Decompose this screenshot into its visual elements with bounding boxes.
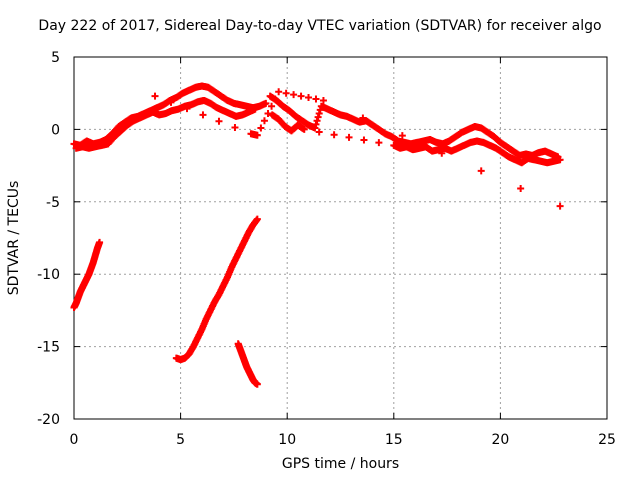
data-point	[253, 215, 261, 223]
x-tick-label: 15	[385, 432, 403, 448]
x-tick-label: 25	[598, 432, 616, 448]
x-tick-label: 5	[176, 432, 185, 448]
data-point	[517, 185, 525, 193]
y-tick-label: 5	[51, 50, 60, 66]
y-tick-label: -20	[37, 412, 60, 428]
grid	[74, 57, 607, 419]
data-point	[257, 124, 265, 132]
data-point	[300, 125, 308, 133]
y-tick-label: -10	[37, 267, 60, 283]
x-tick-label: 0	[70, 432, 79, 448]
series-track-3	[234, 340, 261, 388]
series-track-1	[70, 238, 104, 312]
data-point	[231, 123, 239, 131]
data-point	[297, 92, 305, 100]
data-point	[262, 99, 270, 107]
data-point	[199, 111, 207, 119]
data-point	[151, 92, 159, 100]
data-point	[271, 95, 279, 103]
data-point	[305, 94, 313, 102]
data-point	[312, 95, 320, 103]
y-tick-label: 0	[51, 122, 60, 138]
data-point	[345, 133, 353, 141]
series-main-band-mid-lower	[268, 111, 564, 167]
data-points	[70, 82, 564, 388]
y-axis-label: SDTVAR / TECUs	[6, 180, 22, 296]
data-point	[312, 120, 320, 128]
data-point	[183, 105, 191, 113]
data-point	[253, 380, 261, 388]
data-point	[314, 113, 322, 121]
data-point	[359, 114, 367, 122]
data-point	[268, 102, 276, 110]
series-outliers	[151, 88, 564, 210]
data-point	[375, 139, 383, 147]
data-point	[330, 131, 338, 139]
x-axis-label: GPS time / hours	[281, 456, 400, 472]
y-tick-label: -5	[46, 195, 60, 211]
data-point	[260, 117, 268, 125]
tick-labels: 0 5 10 15 20 25 5 0 -5 -10 -15 -20	[37, 50, 616, 448]
plot-frame	[73, 56, 608, 420]
data-point	[398, 132, 406, 140]
y-tick-label: -15	[37, 340, 60, 356]
data-point	[313, 117, 321, 125]
data-point	[360, 136, 368, 144]
data-point	[253, 131, 261, 139]
data-point	[275, 88, 283, 96]
data-point	[251, 105, 259, 113]
axis-ticks	[73, 56, 608, 420]
chart-title: Day 222 of 2017, Sidereal Day-to-day VTE…	[38, 18, 602, 34]
series-main-band-lower	[72, 96, 259, 152]
data-point	[96, 238, 104, 246]
data-point	[319, 96, 327, 104]
data-point	[290, 91, 298, 99]
data-point	[264, 109, 272, 117]
data-point	[215, 117, 223, 125]
data-point	[438, 149, 446, 157]
data-point	[556, 156, 564, 164]
data-point	[315, 128, 323, 136]
x-tick-label: 10	[278, 432, 296, 448]
data-point	[315, 109, 323, 117]
data-point	[477, 167, 485, 175]
series-track-2	[172, 215, 261, 364]
data-point	[311, 124, 319, 132]
data-point	[556, 202, 564, 210]
data-point	[282, 89, 290, 97]
data-point	[167, 98, 175, 106]
series-main-band-mid	[266, 92, 562, 161]
x-tick-label: 20	[491, 432, 509, 448]
